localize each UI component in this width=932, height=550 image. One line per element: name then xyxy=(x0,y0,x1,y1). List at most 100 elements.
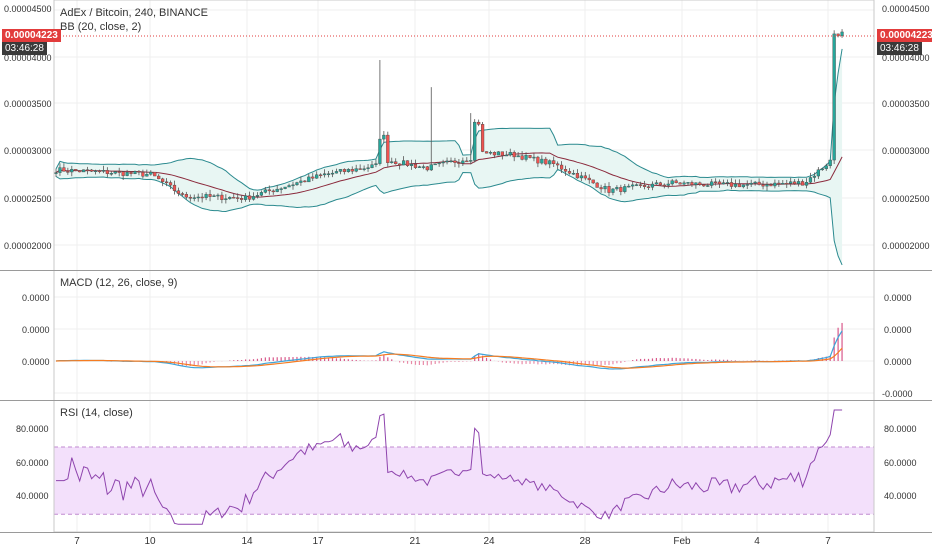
candle-body xyxy=(141,171,145,177)
candle-body xyxy=(820,168,824,171)
candle-body xyxy=(251,196,256,200)
candle-body xyxy=(176,190,181,194)
price-ytick-left: 0.00003500 xyxy=(4,99,52,109)
candle-body xyxy=(737,183,741,188)
countdown-tag-right: 03:46:28 xyxy=(877,42,922,55)
rsi-pane[interactable] xyxy=(54,409,874,525)
candle-body xyxy=(816,169,820,177)
candle-body xyxy=(757,181,761,185)
candle-body xyxy=(129,172,133,174)
candle-body xyxy=(733,183,737,187)
candle-body xyxy=(267,189,271,192)
candle-body xyxy=(532,156,536,159)
candle-body xyxy=(690,182,694,185)
candle-body xyxy=(686,182,690,184)
candle-body xyxy=(789,181,793,184)
candle-body xyxy=(382,134,386,140)
candle-body xyxy=(326,173,331,175)
candle-body xyxy=(212,195,216,197)
candle-body xyxy=(425,166,429,171)
candle-body xyxy=(556,163,560,166)
candle-body xyxy=(840,31,844,37)
candle-body xyxy=(631,184,635,187)
candle-body xyxy=(58,167,62,173)
candle-body xyxy=(773,182,777,187)
rsi-indicator-title: RSI (14, close) xyxy=(60,407,133,419)
candle-body xyxy=(496,151,500,156)
candle-body xyxy=(591,179,595,184)
candle-body xyxy=(200,196,204,199)
candle-body xyxy=(386,134,390,163)
candle-body xyxy=(453,160,457,163)
candle-body xyxy=(338,169,342,172)
candle-body xyxy=(82,169,86,173)
candle-body xyxy=(429,164,433,171)
price-ytick-right: 0.00003500 xyxy=(882,99,930,109)
candle-body xyxy=(315,174,319,179)
candle-body xyxy=(702,184,706,187)
candle-body xyxy=(552,160,556,164)
candle-body xyxy=(504,154,508,157)
candle-body xyxy=(769,184,773,187)
last-price-tag-left: 0.00004223 xyxy=(2,29,61,42)
candle-body xyxy=(836,33,840,37)
price-pane[interactable] xyxy=(54,29,874,266)
price-ytick-left: 0.00002500 xyxy=(4,194,52,204)
rsi-ytick-left: 40.0000 xyxy=(16,491,49,501)
candle-body xyxy=(330,172,335,175)
pane-separators[interactable] xyxy=(0,0,932,533)
candle-body xyxy=(421,166,425,168)
candle-body xyxy=(323,173,327,176)
candle-body xyxy=(729,182,734,187)
price-ytick-right: 0.00002500 xyxy=(882,194,930,204)
candle-body xyxy=(409,163,414,166)
x-axis-tick: 14 xyxy=(241,536,253,547)
candle-body xyxy=(433,163,437,166)
price-ytick-left: 0.00002000 xyxy=(4,241,52,251)
candle-body xyxy=(481,124,485,152)
x-axis-tick: 7 xyxy=(74,536,80,547)
candle-body xyxy=(587,177,591,181)
candle-body xyxy=(93,170,98,172)
bb-upper-band xyxy=(55,48,843,191)
candle-body xyxy=(350,169,354,172)
candle-body xyxy=(785,183,789,185)
candle-body xyxy=(74,169,78,171)
candle-body xyxy=(832,33,836,161)
candle-body xyxy=(168,182,173,186)
candle-body xyxy=(180,193,184,195)
candle-body xyxy=(153,171,157,177)
candle-body xyxy=(619,187,623,192)
candle-body xyxy=(402,160,406,166)
candle-body xyxy=(627,185,631,188)
candle-body xyxy=(548,160,552,165)
x-axis-tick: 24 xyxy=(483,536,495,547)
candle-body xyxy=(346,169,350,172)
candle-body xyxy=(611,188,615,193)
candle-body xyxy=(595,182,599,188)
candle-body xyxy=(232,196,236,199)
candle-body xyxy=(437,162,441,165)
candle-body xyxy=(157,175,161,180)
price-ytick-left: 0.00004500 xyxy=(4,4,52,14)
candle-body xyxy=(520,155,524,160)
candle-body xyxy=(208,194,212,197)
x-axis-tick: Feb xyxy=(673,536,691,547)
candle-body xyxy=(85,169,90,171)
candle-body xyxy=(524,155,528,160)
macd-pane[interactable] xyxy=(55,322,843,370)
price-ytick-right: 0.00002000 xyxy=(882,241,930,251)
candle-body xyxy=(374,163,378,165)
macd-ytick-right: -0.0000 xyxy=(882,389,913,399)
candle-body xyxy=(654,182,658,185)
candle-body xyxy=(492,152,497,156)
candle-body xyxy=(287,185,291,188)
candle-body xyxy=(678,182,682,185)
candle-body xyxy=(639,184,643,186)
candle-body xyxy=(714,181,718,184)
candle-body xyxy=(121,171,125,176)
rsi-ytick-right: 40.0000 xyxy=(884,491,917,501)
candle-body xyxy=(354,168,358,172)
candle-body xyxy=(417,166,421,168)
